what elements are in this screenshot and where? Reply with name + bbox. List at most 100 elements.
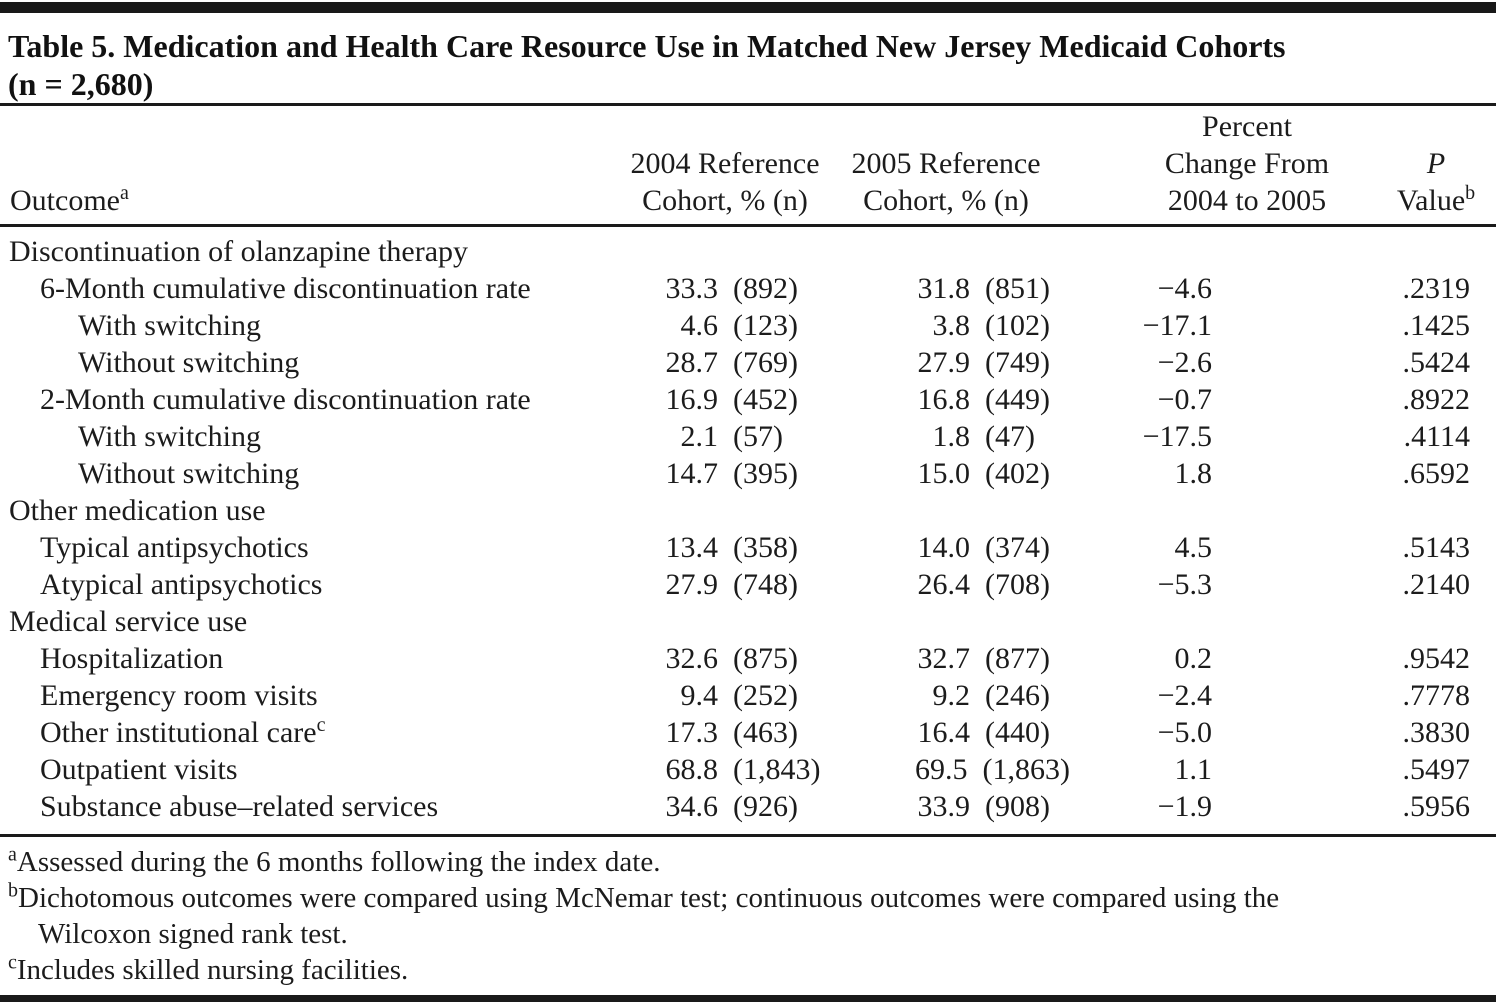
bottom-double-rule: [0, 995, 1496, 1002]
value-2004-cell: 27.9 (748): [640, 566, 855, 603]
count-2004: (875): [733, 642, 798, 675]
percent-2005: 15.0: [917, 457, 971, 490]
footnote-a: aAssessed during the 6 months following …: [8, 844, 1488, 880]
count-2005: (851): [985, 272, 1050, 305]
p-value-cell: .4114: [1403, 420, 1470, 453]
count-2004: (926): [733, 790, 798, 823]
value-2004-cell: 16.9 (452): [640, 381, 855, 418]
count-2005: (877): [985, 642, 1050, 675]
footnote-c: cIncludes skilled nursing facilities.: [8, 952, 1488, 988]
outcome-cell: Hospitalization: [40, 642, 224, 675]
column-header-percent-change: Percent Change From 2004 to 2005: [1165, 108, 1329, 219]
table-row: Without switching 28.7 (769) 27.9 (749) −2…: [0, 344, 1496, 381]
outcome-cell: Typical antipsychotics: [40, 531, 309, 564]
table-header-row: Outcomea 2004 Reference Cohort, % (n) 20…: [0, 106, 1496, 224]
footnote-b-marker: b: [8, 879, 18, 902]
value-2005-cell: 26.4 (708): [855, 566, 1070, 603]
count-2004: (123): [733, 309, 798, 342]
count-2005: (1,863): [982, 753, 1070, 786]
percent-2005: 9.2: [932, 679, 971, 712]
value-2004-cell: 14.7 (395): [640, 455, 855, 492]
count-2004: (1,843): [733, 753, 821, 786]
outcome-cell: Emergency room visits: [40, 679, 318, 712]
count-2005: (749): [985, 346, 1050, 379]
count-2004: (463): [733, 716, 798, 749]
count-2005: (102): [985, 309, 1050, 342]
rule-below-title: [0, 103, 1496, 106]
p-value-cell: .5956: [1402, 790, 1471, 823]
table-title-line1: Table 5. Medication and Health Care Reso…: [8, 28, 1286, 64]
count-2004: (252): [733, 679, 798, 712]
p-value-cell: .8922: [1402, 383, 1471, 416]
outcome-cell: Substance abuse–related services: [40, 790, 439, 823]
p-value-cell: .2140: [1402, 568, 1471, 601]
p-value-cell: .1425: [1402, 309, 1471, 342]
value-2005-cell: 1.8 (47): [855, 418, 1070, 455]
count-2004: (452): [733, 383, 798, 416]
column-header-2005-cohort: 2005 Reference Cohort, % (n): [851, 145, 1040, 219]
section-row: Other medication use: [0, 492, 1496, 529]
percent-2005: 69.5: [915, 753, 968, 786]
value-2005-cell: 15.0 (402): [855, 455, 1070, 492]
percent-change-cell: −17.5: [1142, 420, 1212, 453]
table-body: Discontinuation of olanzapine therapy 6-…: [0, 227, 1496, 834]
percent-2004: 27.9: [665, 568, 719, 601]
percent-2004: 13.4: [665, 531, 719, 564]
footnote-c-marker: c: [8, 951, 17, 974]
value-2005-cell: 9.2 (246): [855, 677, 1070, 714]
percent-2004: 16.9: [665, 383, 719, 416]
value-2004-cell: 17.3 (463): [640, 714, 855, 751]
table-row: Substance abuse–related services 34.6 (92…: [0, 788, 1496, 825]
count-2004: (358): [733, 531, 798, 564]
percent-change-cell: 1.1: [1174, 753, 1213, 786]
p-value-cell: .2319: [1402, 272, 1471, 305]
value-2005-cell: 31.8 (851): [855, 270, 1070, 307]
header-chg-line1: Percent: [1202, 110, 1292, 143]
outcome-footnote-marker: a: [119, 182, 129, 204]
table-row: Emergency room visits 9.4 (252) 9.2 (246) …: [0, 677, 1496, 714]
percent-change-cell: 4.5: [1174, 531, 1213, 564]
table-row: Typical antipsychotics 13.4 (358) 14.0 (37…: [0, 529, 1496, 566]
row-footnote-marker: c: [316, 714, 326, 736]
percent-change-cell: −2.6: [1157, 346, 1212, 379]
outcome-cell: With switching: [78, 309, 261, 342]
header-chg-line3: 2004 to 2005: [1167, 184, 1327, 217]
footnote-c-text: Includes skilled nursing facilities.: [16, 954, 409, 986]
outcome-cell: Without switching: [78, 346, 300, 379]
p-value-cell: .3830: [1402, 716, 1471, 749]
outcome-cell: 6-Month cumulative discontinuation rate: [40, 272, 531, 305]
table-row: Other institutional carec 17.3 (463) 16.4…: [0, 714, 1496, 751]
count-2004: (748): [733, 568, 798, 601]
outcome-cell: Without switching: [78, 457, 300, 490]
percent-2005: 16.8: [917, 383, 971, 416]
percent-change-cell: −2.4: [1157, 679, 1212, 712]
footnotes: aAssessed during the 6 months following …: [0, 837, 1496, 992]
count-2004: (57): [733, 420, 783, 453]
table-row: Atypical antipsychotics 27.9 (748) 26.4 (7…: [0, 566, 1496, 603]
section-row: Discontinuation of olanzapine therapy: [0, 233, 1496, 270]
percent-2004: 33.3: [665, 272, 719, 305]
value-2005-cell: 16.8 (449): [855, 381, 1070, 418]
value-2005-cell: 32.7 (877): [855, 640, 1070, 677]
percent-2004: 2.1: [680, 420, 719, 453]
percent-2005: 14.0: [917, 531, 971, 564]
percent-change-cell: −5.0: [1157, 716, 1212, 749]
value-2005-cell: 33.9 (908): [855, 788, 1070, 825]
percent-2004: 14.7: [665, 457, 719, 490]
section-row: Medical service use: [0, 603, 1496, 640]
section-label: Medical service use: [9, 605, 248, 638]
header-2005-line2: Cohort, % (n): [863, 184, 1029, 217]
percent-2005: 3.8: [932, 309, 971, 342]
footnote-b-text-continued: Wilcoxon signed rank test.: [38, 918, 348, 950]
percent-change-cell: −17.1: [1142, 309, 1212, 342]
value-2004-cell: 34.6 (926): [640, 788, 855, 825]
count-2005: (47): [985, 420, 1035, 453]
percent-change-cell: −0.7: [1157, 383, 1212, 416]
outcome-cell: Atypical antipsychotics: [40, 568, 323, 601]
p-value-cell: .5424: [1402, 346, 1471, 379]
value-2004-cell: 13.4 (358): [640, 529, 855, 566]
value-2004-cell: 4.6 (123): [640, 307, 855, 344]
rule-above-footnotes: [0, 834, 1496, 837]
percent-2004: 28.7: [665, 346, 719, 379]
table-row: Without switching 14.7 (395) 15.0 (402) 1.…: [0, 455, 1496, 492]
